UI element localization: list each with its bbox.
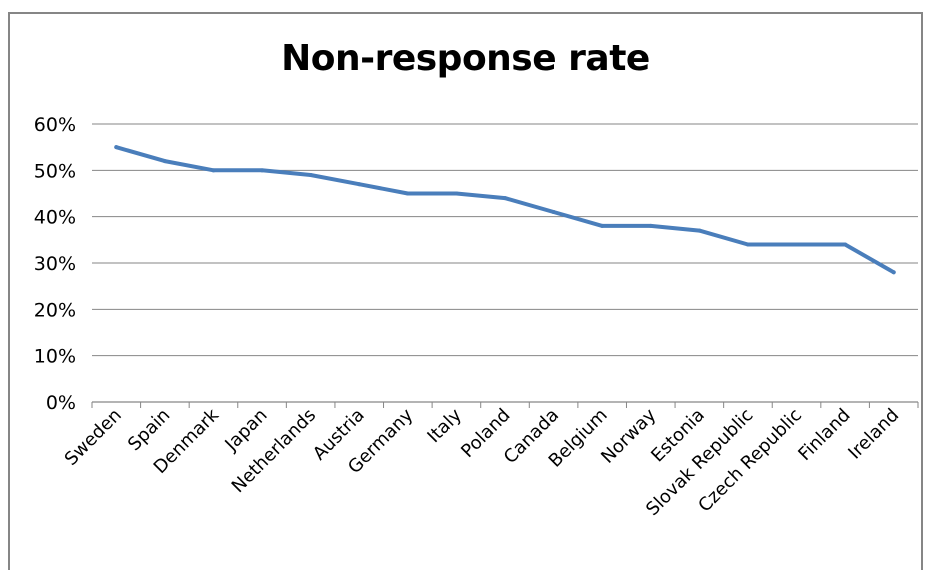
data-point [600, 223, 605, 228]
x-axis [91, 401, 919, 408]
data-point [260, 168, 265, 173]
y-tick-label: 50% [34, 160, 76, 182]
chart-area [8, 12, 923, 570]
data-point [648, 223, 653, 228]
data-point [357, 182, 362, 187]
gridlines [92, 123, 918, 357]
x-tick-label: Norway [597, 404, 660, 467]
data-point [405, 191, 410, 196]
data-point [891, 270, 896, 275]
data-point [114, 145, 119, 150]
chart-title: Non-response rate [281, 38, 650, 79]
y-tick-label: 20% [34, 299, 76, 321]
data-point [211, 168, 216, 173]
data-point [843, 242, 848, 247]
y-axis-tick-labels: 0% 10% 20% 30% 40% 50% 60% [34, 114, 76, 414]
data-point [454, 191, 459, 196]
x-tick-label: Ireland [844, 405, 903, 464]
series-layer [114, 145, 896, 275]
y-tick-label: 40% [34, 207, 76, 229]
y-tick-label: 60% [34, 114, 76, 136]
data-point [794, 242, 799, 247]
data-point [162, 159, 167, 164]
y-tick-label: 10% [34, 346, 76, 368]
data-point [551, 210, 556, 215]
y-tick-label: 0% [46, 392, 76, 414]
data-point [308, 172, 313, 177]
x-tick-label: Sweden [61, 405, 126, 470]
y-tick-label: 30% [34, 253, 76, 275]
x-tick-label: Finland [794, 405, 854, 465]
x-tick-label: Italy [423, 404, 466, 447]
data-point [503, 196, 507, 201]
series-line [114, 145, 896, 275]
x-axis-tick-labels: SwedenSpainDenmarkJapanNetherlandsAustri… [61, 404, 904, 520]
data-point [697, 228, 702, 233]
data-point [745, 242, 750, 247]
